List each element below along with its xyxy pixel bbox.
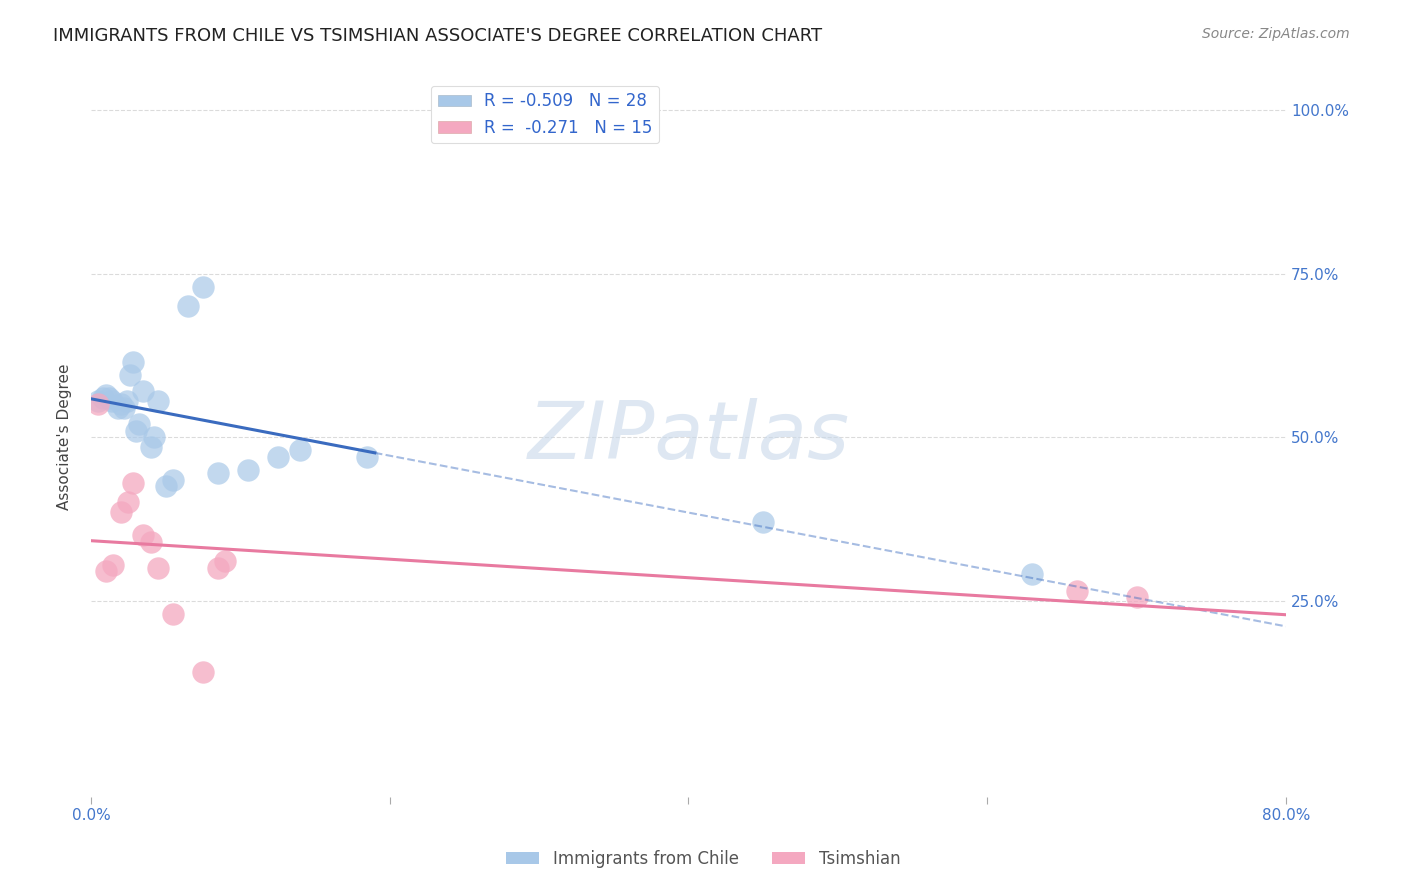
Point	[132, 384, 155, 399]
Point	[162, 607, 184, 621]
Point	[356, 450, 378, 464]
Point	[118, 368, 141, 382]
Point	[288, 443, 311, 458]
Point	[146, 394, 169, 409]
Text: ZIPatlas: ZIPatlas	[527, 398, 849, 476]
Point	[94, 387, 117, 401]
Point	[207, 561, 229, 575]
Point	[752, 515, 775, 529]
Point	[207, 466, 229, 480]
Point	[177, 299, 200, 313]
Point	[162, 473, 184, 487]
Point	[91, 391, 114, 405]
Point	[117, 495, 139, 509]
Point	[110, 505, 132, 519]
Point	[101, 394, 124, 409]
Point	[1066, 583, 1088, 598]
Legend: Immigrants from Chile, Tsimshian: Immigrants from Chile, Tsimshian	[499, 844, 907, 875]
Point	[112, 401, 135, 415]
Point	[87, 397, 110, 411]
Point	[155, 479, 177, 493]
Point	[97, 391, 120, 405]
Text: IMMIGRANTS FROM CHILE VS TSIMSHIAN ASSOCIATE'S DEGREE CORRELATION CHART: IMMIGRANTS FROM CHILE VS TSIMSHIAN ASSOC…	[53, 27, 823, 45]
Y-axis label: Associate's Degree: Associate's Degree	[58, 364, 72, 510]
Point	[146, 561, 169, 575]
Point	[191, 665, 214, 680]
Point	[236, 463, 259, 477]
Point	[103, 558, 125, 572]
Point	[110, 397, 132, 411]
Point	[266, 450, 288, 464]
Point	[191, 279, 214, 293]
Point	[121, 355, 143, 369]
Point	[125, 424, 148, 438]
Point	[214, 554, 236, 568]
Legend: R = -0.509   N = 28, R =  -0.271   N = 15: R = -0.509 N = 28, R = -0.271 N = 15	[430, 86, 659, 144]
Point	[139, 534, 162, 549]
Point	[107, 401, 129, 415]
Point	[1125, 591, 1147, 605]
Point	[132, 528, 155, 542]
Point	[139, 440, 162, 454]
Point	[94, 564, 117, 578]
Point	[115, 394, 138, 409]
Text: Source: ZipAtlas.com: Source: ZipAtlas.com	[1202, 27, 1350, 41]
Point	[121, 475, 143, 490]
Point	[142, 430, 165, 444]
Point	[87, 394, 110, 409]
Point	[128, 417, 150, 431]
Point	[1021, 567, 1043, 582]
